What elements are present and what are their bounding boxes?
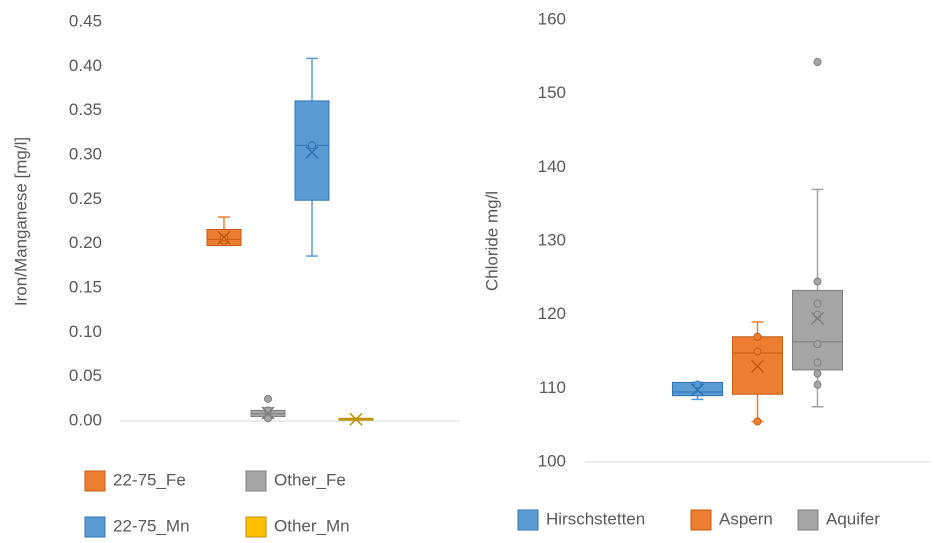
y-tick-label: 140 xyxy=(538,157,566,176)
point xyxy=(753,332,762,341)
y-tick-label: 160 xyxy=(538,9,566,28)
legend-label: Aquifer xyxy=(826,509,880,528)
y-tick-label: 150 xyxy=(538,83,566,102)
y-axis-label: Chloride mg/l xyxy=(482,191,501,291)
point xyxy=(264,414,272,423)
legend-label: 22-75_Fe xyxy=(113,470,186,489)
y-tick-label: 130 xyxy=(538,230,566,249)
legend-label: Hirschstetten xyxy=(546,509,645,528)
point xyxy=(813,57,822,66)
point xyxy=(308,141,316,150)
y-tick-label: 0.35 xyxy=(69,100,102,119)
legend-swatch xyxy=(245,516,267,538)
point xyxy=(813,310,822,319)
point xyxy=(813,369,822,378)
mean xyxy=(217,230,231,244)
point xyxy=(813,380,822,389)
point xyxy=(813,299,822,308)
y-tick-label: 0.15 xyxy=(69,277,102,296)
y-tick-label: 110 xyxy=(539,378,566,397)
legend-label: Other_Mn xyxy=(274,516,350,535)
point xyxy=(813,340,822,349)
legend-swatch xyxy=(517,509,539,531)
y-tick-label: 0.25 xyxy=(69,189,102,208)
legend-swatch xyxy=(84,516,106,538)
mean xyxy=(261,406,275,420)
legend-label: Other_Fe xyxy=(274,470,346,489)
legend-swatch xyxy=(84,470,106,492)
y-tick-label: 0.20 xyxy=(69,233,102,252)
y-axis-label: Iron/Manganese [mg/l] xyxy=(11,137,30,306)
y-tick-label: 0.10 xyxy=(69,322,102,341)
point xyxy=(813,358,822,367)
y-tick-label: 0.05 xyxy=(69,366,102,385)
point xyxy=(264,394,272,403)
mean xyxy=(349,412,363,426)
y-tick-label: 0.30 xyxy=(69,144,102,163)
mean xyxy=(305,145,319,159)
point xyxy=(693,380,702,389)
mean xyxy=(750,359,765,373)
point xyxy=(753,347,762,356)
mean xyxy=(690,383,705,397)
box xyxy=(294,100,330,201)
legend-swatch xyxy=(690,509,712,531)
y-tick-label: 0.45 xyxy=(69,11,102,30)
legend-label: Aspern xyxy=(719,509,773,528)
legend-swatch xyxy=(245,470,267,492)
point xyxy=(753,417,762,426)
legend-label: 22-75_Mn xyxy=(113,516,190,535)
y-tick-label: 0.40 xyxy=(69,56,102,75)
mean xyxy=(810,311,825,325)
y-tick-label: 120 xyxy=(538,304,566,323)
point xyxy=(813,277,822,286)
y-tick-label: 100 xyxy=(538,451,566,470)
y-tick-label: 0.00 xyxy=(69,410,102,429)
legend-swatch xyxy=(797,509,819,531)
